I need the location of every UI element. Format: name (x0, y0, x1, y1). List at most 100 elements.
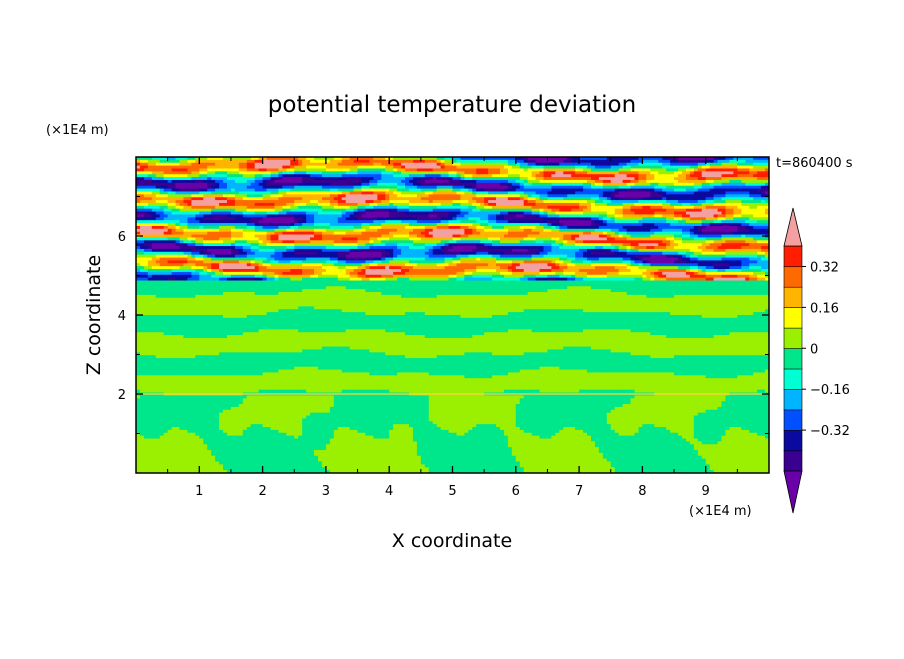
heatmap-cell (223, 162, 228, 167)
heatmap-cell (480, 177, 485, 181)
heatmap-cell (650, 237, 655, 241)
heatmap-cell (393, 200, 398, 204)
heatmap-cell (681, 185, 687, 190)
heatmap-cell (175, 194, 181, 198)
heatmap-cell (685, 214, 691, 218)
heatmap-cell (349, 217, 355, 221)
heatmap-cell (195, 174, 200, 178)
heatmap-cell (602, 174, 608, 178)
heatmap-cell (341, 182, 347, 187)
heatmap-cell (753, 211, 758, 216)
heatmap-cell (452, 168, 458, 172)
heatmap-cell (646, 240, 651, 244)
heatmap-cell (511, 171, 517, 175)
heatmap-cell (405, 162, 410, 167)
heatmap-cell (606, 182, 612, 187)
heatmap-cell (638, 162, 643, 167)
heatmap-cell (484, 234, 489, 239)
heatmap-cell (290, 168, 295, 172)
heatmap-cell (725, 231, 731, 236)
heatmap-cell (171, 223, 177, 227)
heatmap-cell (646, 217, 651, 221)
heatmap-cell (448, 211, 454, 216)
heatmap-cell (191, 162, 196, 167)
heatmap-cell (658, 237, 663, 241)
heatmap-cell (310, 225, 315, 230)
heatmap-cell (365, 237, 371, 241)
heatmap-cell (626, 177, 632, 181)
heatmap-cell (302, 243, 307, 247)
heatmap-cell (274, 205, 280, 210)
heatmap-cell (575, 234, 580, 239)
heatmap-cell (472, 211, 477, 216)
heatmap-cell (147, 225, 153, 230)
heatmap-cell (369, 177, 374, 181)
heatmap-cell (713, 174, 719, 178)
heatmap-cell (496, 223, 501, 227)
heatmap-cell (567, 182, 572, 187)
heatmap-cell (381, 182, 386, 187)
heatmap-cell (571, 208, 576, 213)
heatmap-cell (405, 217, 410, 221)
heatmap-cell (749, 182, 754, 187)
heatmap-cell (456, 240, 462, 244)
heatmap-cell (412, 234, 418, 239)
heatmap-cell (183, 185, 189, 190)
heatmap-cell (329, 243, 335, 247)
heatmap-cell (745, 191, 750, 195)
heatmap-cell (397, 182, 402, 187)
heatmap-cell (650, 159, 655, 164)
heatmap-cell (436, 240, 442, 244)
heatmap-cell (298, 185, 303, 190)
heatmap-cell (697, 223, 703, 227)
heatmap-cell (215, 188, 220, 193)
heatmap-cell (666, 191, 671, 195)
heatmap-cell (302, 168, 307, 172)
heatmap-cell (211, 174, 216, 178)
heatmap-cell (666, 202, 671, 207)
heatmap-cell (408, 211, 414, 216)
heatmap-cell (401, 179, 406, 184)
heatmap-cell (199, 205, 204, 210)
heatmap-cell (143, 223, 149, 227)
heatmap-cell (468, 185, 473, 190)
heatmap-cell (646, 211, 651, 216)
heatmap-cell (456, 191, 462, 195)
heatmap-cell (147, 208, 153, 213)
heatmap-cell (745, 179, 750, 184)
heatmap-cell (282, 157, 287, 161)
heatmap-cell (262, 223, 268, 227)
heatmap-cell (424, 234, 430, 239)
heatmap-cell (298, 200, 303, 204)
heatmap-cell (598, 159, 604, 164)
heatmap-cell (685, 157, 691, 161)
heatmap-cell (159, 240, 165, 244)
heatmap-cell (389, 223, 394, 227)
heatmap-cell (250, 208, 256, 213)
heatmap-cell (136, 200, 141, 204)
heatmap-cell (175, 157, 181, 161)
heatmap-cell (713, 197, 719, 201)
heatmap-cell (333, 162, 339, 167)
heatmap-cell (642, 228, 647, 233)
heatmap-cell (674, 174, 679, 178)
heatmap-cell (559, 159, 564, 164)
heatmap-cell (602, 179, 608, 184)
heatmap-cell (377, 228, 382, 233)
heatmap-cell (583, 182, 588, 187)
heatmap-cell (575, 225, 580, 230)
heatmap-cell (389, 177, 394, 181)
heatmap-cell (207, 188, 212, 193)
heatmap-cell (610, 162, 616, 167)
heatmap-cell (535, 208, 541, 213)
heatmap-cell (729, 214, 734, 218)
heatmap-cell (143, 228, 149, 233)
heatmap-cell (175, 225, 181, 230)
heatmap-cell (302, 234, 307, 239)
heatmap-cell (211, 228, 216, 233)
heatmap-cell (622, 200, 628, 204)
heatmap-cell (761, 177, 766, 181)
heatmap-cell (689, 188, 695, 193)
heatmap-cell (385, 194, 390, 198)
heatmap-cell (270, 188, 276, 193)
